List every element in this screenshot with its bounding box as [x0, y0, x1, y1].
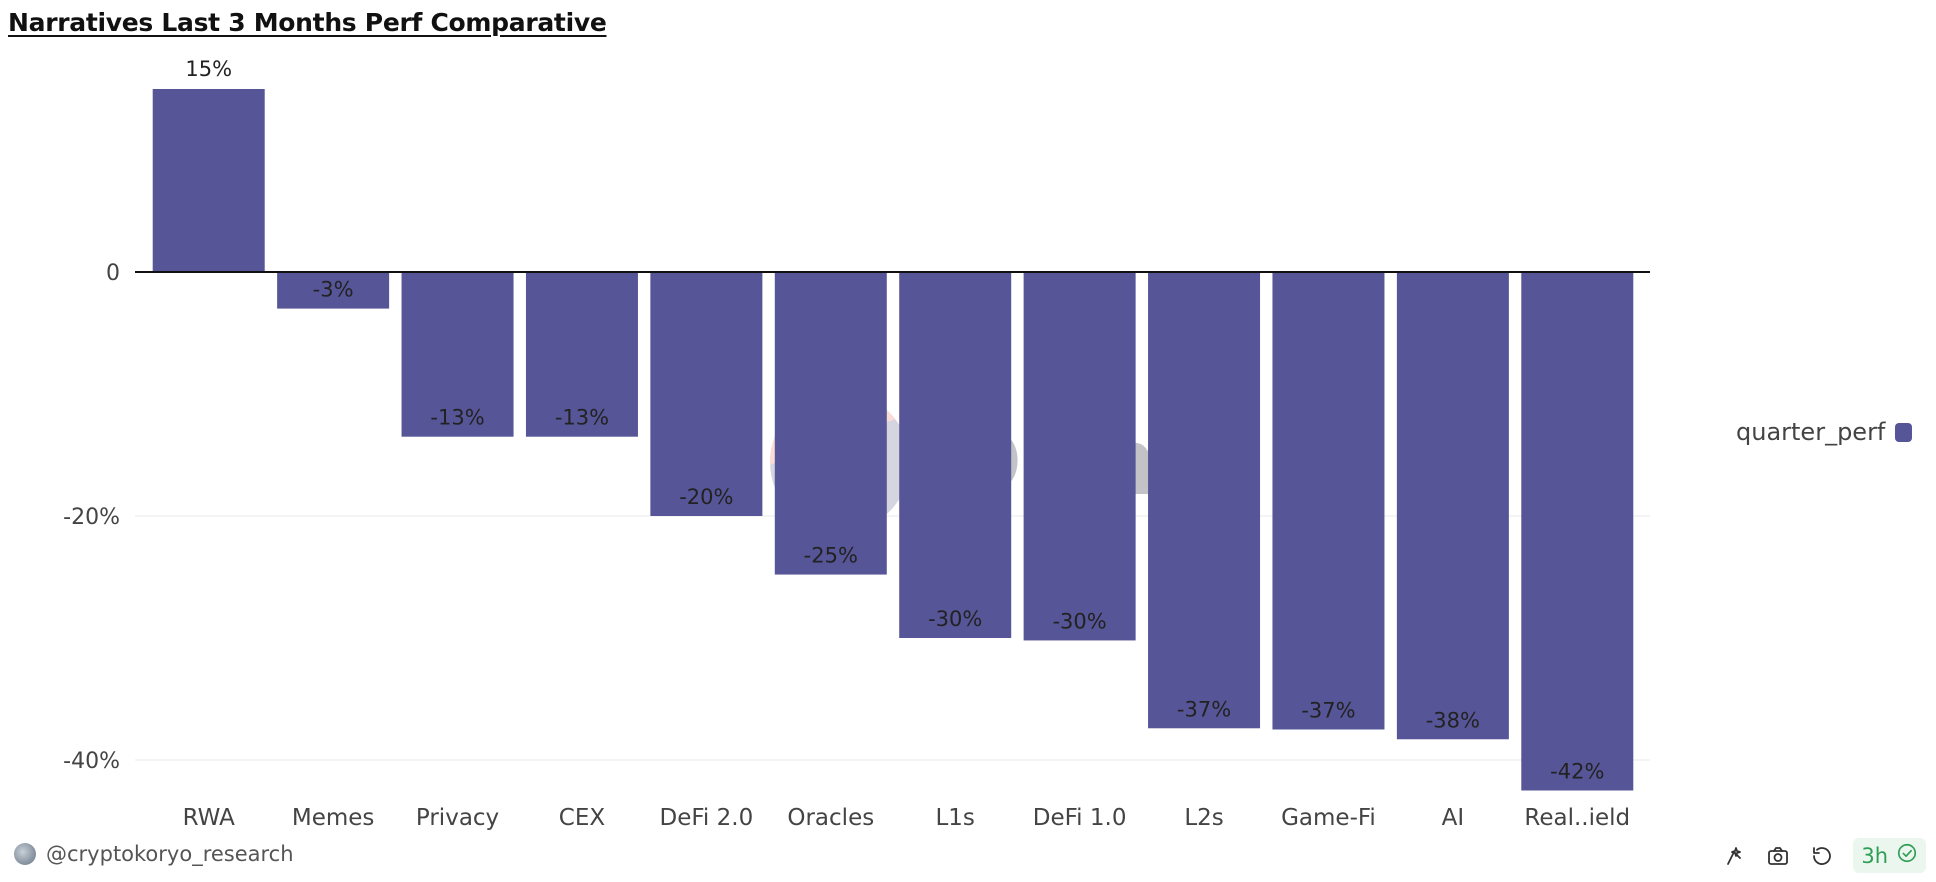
bar — [1148, 272, 1261, 729]
legend-label: quarter_perf — [1736, 418, 1886, 446]
bar — [1272, 272, 1385, 730]
data-label: -37% — [1301, 699, 1355, 723]
bar — [152, 89, 265, 272]
bar — [277, 272, 390, 309]
y-tick-label: -20% — [63, 505, 120, 530]
data-label: -42% — [1550, 760, 1604, 784]
x-tick-label: Game-Fi — [1281, 805, 1376, 831]
bar — [1023, 272, 1136, 641]
legend[interactable]: quarter_perf — [1736, 418, 1913, 446]
freshness-badge[interactable]: 3h — [1853, 838, 1926, 873]
x-tick-label: RWA — [183, 805, 236, 831]
data-label: -25% — [804, 544, 858, 568]
sparkle-icon[interactable] — [1721, 843, 1747, 869]
freshness-text: 3h — [1861, 843, 1888, 868]
bar — [899, 272, 1012, 638]
bar — [650, 272, 763, 516]
data-label: -30% — [928, 607, 982, 631]
x-tick-label: Privacy — [416, 805, 499, 831]
x-tick-label: DeFi 1.0 — [1033, 805, 1127, 831]
data-label: -30% — [1052, 609, 1106, 633]
data-label: -37% — [1177, 697, 1231, 721]
author-link[interactable]: @cryptokoryo_research — [14, 842, 294, 866]
check-circle-icon — [1896, 842, 1918, 869]
x-tick-label: L2s — [1184, 805, 1223, 831]
x-tick-label: Real..ield — [1524, 805, 1630, 831]
data-label: -3% — [313, 278, 354, 302]
chart-title[interactable]: Narratives Last 3 Months Perf Comparativ… — [8, 8, 607, 37]
x-tick-label: Memes — [292, 805, 375, 831]
x-tick-label: L1s — [935, 805, 974, 831]
x-tick-label: CEX — [559, 805, 606, 831]
camera-icon[interactable] — [1765, 843, 1791, 869]
refresh-icon[interactable] — [1809, 843, 1835, 869]
y-tick-label: 0 — [106, 261, 120, 286]
data-label: 15% — [185, 57, 232, 81]
data-label: -20% — [679, 485, 733, 509]
x-tick-label: AI — [1442, 805, 1465, 831]
author-name: @cryptokoryo_research — [46, 842, 294, 866]
x-tick-label: DeFi 2.0 — [660, 805, 754, 831]
data-label: -38% — [1426, 708, 1480, 732]
data-label: -13% — [555, 406, 609, 430]
bar — [774, 272, 887, 575]
bar — [1521, 272, 1634, 791]
avatar — [14, 843, 36, 865]
bar — [401, 272, 514, 437]
y-tick-label: -40% — [63, 749, 120, 774]
footer-actions: 3h — [1721, 838, 1926, 873]
legend-swatch — [1895, 422, 1913, 442]
bar — [1396, 272, 1509, 740]
data-label: -13% — [430, 406, 484, 430]
bar — [525, 272, 638, 437]
x-tick-label: Oracles — [787, 805, 874, 831]
